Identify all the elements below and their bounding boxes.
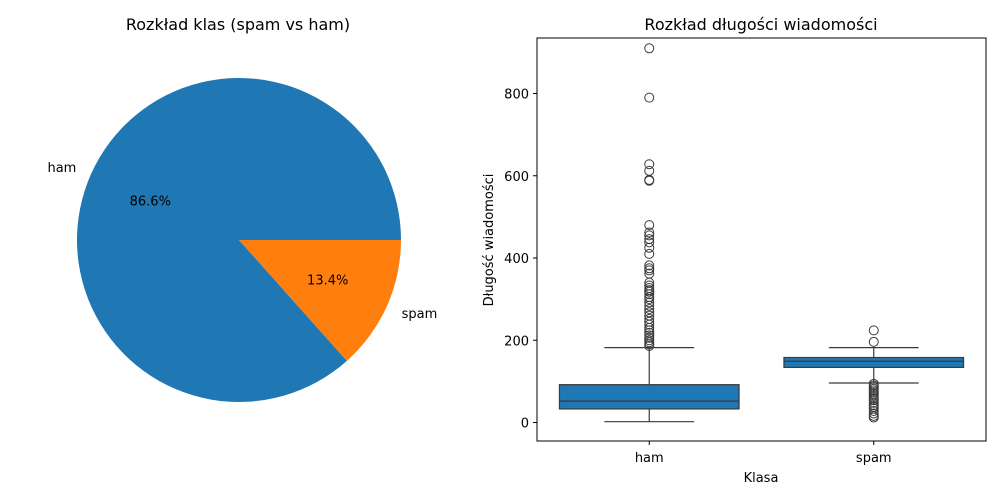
box-plot: Rozkład długości wiadomości Klasa Długoś… xyxy=(482,15,987,486)
outlier-point-spam xyxy=(868,336,879,347)
outlier-point-ham xyxy=(644,43,655,54)
outlier-point-spam xyxy=(868,408,879,419)
outlier-point-ham xyxy=(644,265,655,276)
x-tick-label-spam: spam xyxy=(856,451,892,466)
outlier-point-ham xyxy=(644,227,655,238)
outlier-point-ham xyxy=(644,319,655,330)
pie-title: Rozkład klas (spam vs ham) xyxy=(126,15,350,34)
outlier-point-ham xyxy=(644,159,655,170)
outlier-point-ham xyxy=(644,303,655,314)
outlier-point-ham xyxy=(644,242,655,253)
pie-label-ham: ham xyxy=(47,161,76,176)
outlier-point-spam xyxy=(868,397,879,408)
outlier-point-ham xyxy=(644,230,655,241)
outlier-point-ham xyxy=(644,92,655,103)
y-tick-label: 0 xyxy=(521,416,529,431)
box-spam xyxy=(783,356,965,368)
outlier-point-spam xyxy=(868,395,879,406)
outlier-point-ham xyxy=(644,175,655,186)
y-tick-label: 400 xyxy=(504,252,529,267)
pie-pct-spam: 13.4% xyxy=(307,274,348,289)
outlier-point-ham xyxy=(644,220,655,231)
outlier-point-ham xyxy=(644,165,655,176)
outlier-point-ham xyxy=(644,294,655,305)
outlier-point-ham xyxy=(644,297,655,308)
outlier-point-spam xyxy=(868,412,879,423)
box-title: Rozkład długości wiadomości xyxy=(644,15,877,34)
outlier-point-ham xyxy=(644,332,655,343)
y-tick-label: 200 xyxy=(504,334,529,349)
outlier-point-ham xyxy=(644,237,655,248)
x-tick-label-ham: ham xyxy=(635,451,664,466)
outlier-point-ham xyxy=(644,300,655,311)
outlier-point-ham xyxy=(644,248,655,259)
outlier-point-ham xyxy=(644,260,655,271)
plot-frame xyxy=(536,37,987,442)
outlier-point-ham xyxy=(644,325,655,336)
pie-label-spam: spam xyxy=(402,307,438,322)
y-tick-label: 800 xyxy=(504,88,529,103)
outlier-point-ham xyxy=(644,341,655,352)
box-ham xyxy=(558,384,740,410)
pie-slice-spam xyxy=(239,240,401,361)
y-axis-label: Długość wiadomości xyxy=(482,174,497,307)
outlier-point-ham xyxy=(644,174,655,185)
pie-chart: Rozkład klas (spam vs ham) ham 86.6% spam 1… xyxy=(47,15,437,402)
pie-pct-ham: 86.6% xyxy=(130,194,171,209)
outlier-point-ham xyxy=(644,286,655,297)
x-axis-label: Klasa xyxy=(744,471,779,486)
outlier-point-spam xyxy=(868,325,879,336)
outlier-point-ham xyxy=(644,322,655,333)
y-tick-label: 600 xyxy=(504,170,529,185)
outlier-point-ham xyxy=(644,289,655,300)
outlier-point-spam xyxy=(868,405,879,416)
